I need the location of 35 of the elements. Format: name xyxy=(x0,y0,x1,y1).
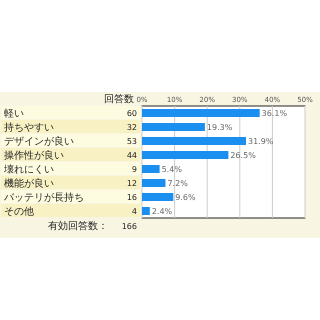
text: 2.4% xyxy=(152,206,172,216)
bar xyxy=(142,207,150,215)
bar xyxy=(142,151,228,159)
bar xyxy=(142,179,166,187)
y-tick-label: 軽い xyxy=(4,108,24,120)
y-tick-label: 操作性が良い xyxy=(4,150,64,162)
text: 有効回答数： xyxy=(48,220,108,232)
text: 31.9% xyxy=(248,136,274,146)
y-tick-label: 持ちやすい xyxy=(4,122,54,134)
text: 166 xyxy=(122,222,137,231)
text: 16 xyxy=(126,192,137,202)
text: 4 xyxy=(132,206,137,216)
text: 60 xyxy=(126,108,137,118)
bar xyxy=(142,137,246,145)
y-tick-label: 壊れにくい xyxy=(3,164,54,176)
text: 19.3% xyxy=(206,122,232,132)
y-tick-label: その他 xyxy=(4,206,34,218)
text: 26.5% xyxy=(230,150,256,160)
text: 12 xyxy=(126,178,137,188)
bar xyxy=(142,123,205,131)
text: 9 xyxy=(132,164,137,174)
text: 32 xyxy=(126,122,137,132)
text: 回答数 xyxy=(104,93,134,105)
bar xyxy=(142,109,260,117)
text: 9.6% xyxy=(175,192,196,202)
bar xyxy=(142,193,174,201)
text: 44 xyxy=(126,150,137,160)
text: 7.2% xyxy=(167,178,188,188)
y-tick-label: デザインが良い xyxy=(4,136,74,148)
text: 53 xyxy=(126,136,137,146)
y-tick-label: バッテリが長持ち xyxy=(3,192,84,204)
bar xyxy=(142,165,160,173)
text: 5.4% xyxy=(162,164,182,174)
text: 36.1% xyxy=(262,108,288,118)
y-tick-label: 機能が良い xyxy=(4,178,54,190)
